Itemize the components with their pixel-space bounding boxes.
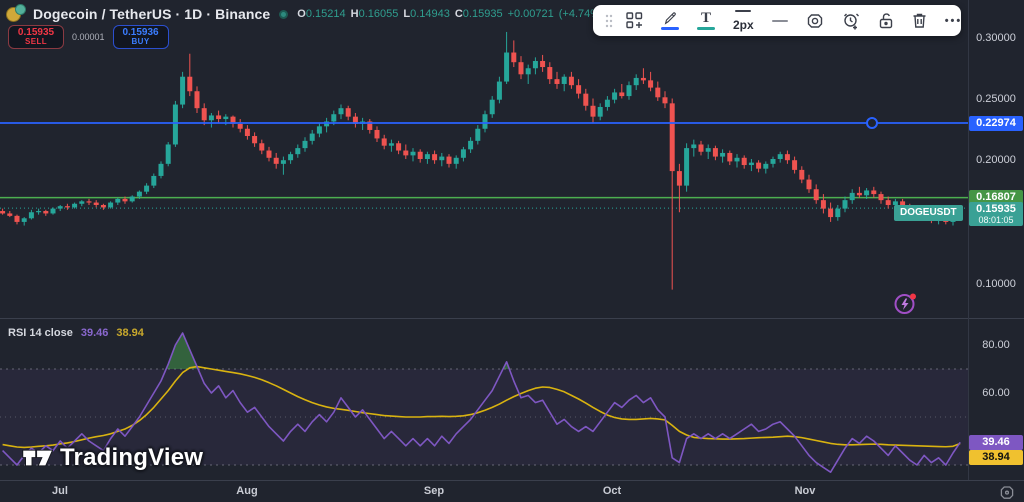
pane-divider[interactable] — [0, 318, 1024, 319]
line-handle[interactable] — [866, 117, 878, 130]
symbol-legend[interactable]: Dogecoin / TetherUS · 1D · Binance O0.15… — [6, 4, 604, 24]
dogecoin-icon — [6, 4, 26, 24]
line-style-selector[interactable] — [763, 8, 797, 34]
watermark-text: TradingView — [60, 444, 204, 471]
trade-panel: 0.15935 SELL 0.00001 0.15936 BUY — [8, 25, 169, 49]
trash-icon[interactable] — [903, 8, 936, 34]
close-value: 0.15935 — [462, 8, 503, 20]
open-label: O — [297, 8, 306, 20]
blue-line-price-label[interactable]: 0.22974 — [969, 115, 1023, 131]
price-axis[interactable]: 0.30000 0.25000 0.20000 0.10000 80.00 60.00 0.… — [968, 0, 1024, 480]
flash-boost-icon[interactable] — [893, 291, 918, 316]
rsi-tick-label: 60.00 — [982, 387, 1010, 399]
buy-button[interactable]: 0.15936 BUY — [112, 25, 169, 49]
line-width-icon — [735, 9, 752, 12]
bar-countdown: 08:01:05 — [978, 215, 1014, 226]
change-value: +0.00721 — [507, 8, 554, 20]
month-label: Jul — [52, 485, 68, 497]
rsi-legend[interactable]: RSI 14 close 39.46 38.94 — [8, 327, 144, 339]
price-tick-label: 0.20000 — [976, 154, 1016, 166]
pencil-color-icon[interactable] — [652, 8, 688, 34]
sell-label: SELL — [24, 37, 48, 47]
time-axis[interactable]: Jul Aug Sep Oct Nov — [0, 481, 1024, 502]
month-label: Aug — [236, 485, 258, 497]
timezone-settings-icon[interactable] — [999, 485, 1015, 502]
change-percent: (+4.74%) — [558, 8, 604, 20]
drawing-toolbar: T 2px ••• — [593, 5, 961, 36]
settings-icon[interactable] — [797, 8, 833, 34]
unlock-icon[interactable] — [869, 8, 903, 34]
spread-value: 0.00001 — [72, 32, 105, 42]
month-label: Nov — [794, 485, 816, 497]
toolbar-drag-handle[interactable] — [601, 8, 617, 34]
month-label: Sep — [423, 485, 445, 497]
open-value: 0.15214 — [305, 8, 346, 20]
add-alert-icon[interactable] — [833, 8, 869, 34]
ohlc-values: O0.15214 H0.16055 L0.14943 C0.15935 +0.0… — [297, 8, 603, 20]
high-label: H — [350, 8, 359, 20]
last-price-label[interactable]: 0.15935 08:01:05 — [969, 202, 1023, 227]
text-color-swatch — [697, 26, 715, 30]
price-tick-label: 0.30000 — [976, 32, 1016, 44]
symbol-price-tag[interactable]: DOGEUSDT — [894, 205, 963, 221]
time-axis-border — [0, 480, 1024, 481]
close-label: C — [454, 8, 463, 20]
more-options-icon[interactable]: ••• — [944, 14, 963, 27]
text-color-icon[interactable]: T — [688, 8, 724, 34]
buy-price: 0.15936 — [122, 26, 159, 38]
symbol-title[interactable]: Dogecoin / TetherUS · 1D · Binance — [33, 6, 271, 22]
sell-price: 0.15935 — [17, 26, 55, 38]
price-tick-label: 0.25000 — [976, 93, 1016, 105]
low-value: 0.14943 — [410, 8, 450, 20]
buy-label: BUY — [131, 37, 150, 47]
rsi-value: 39.46 — [80, 327, 109, 339]
pencil-color-swatch — [661, 26, 679, 30]
line-style-icon — [771, 19, 788, 22]
tradingview-logo-icon — [22, 449, 54, 467]
high-value: 0.16055 — [358, 8, 399, 20]
rsi-tick-label: 80.00 — [982, 339, 1010, 351]
line-width-selector[interactable]: 2px — [724, 8, 763, 34]
sell-button[interactable]: 0.15935 SELL — [8, 25, 64, 49]
rsi-ma-value-label: 38.94 — [969, 450, 1023, 466]
line-width-value: 2px — [733, 17, 754, 32]
rsi-title: RSI 14 close — [8, 327, 73, 339]
tradingview-watermark[interactable]: TradingView — [22, 444, 203, 472]
price-axis-border — [968, 0, 969, 480]
price-tick-label: 0.10000 — [976, 278, 1016, 290]
last-price-value: 0.15935 — [976, 203, 1016, 216]
low-label: L — [403, 8, 411, 20]
add-widget-icon[interactable] — [617, 8, 652, 34]
market-status-icon — [279, 9, 289, 19]
green-line-price-label[interactable]: 0.16807 — [969, 190, 1023, 206]
rsi-ma-value: 38.94 — [116, 327, 144, 339]
rsi-value-label: 39.46 — [969, 434, 1023, 450]
month-label: Oct — [602, 485, 622, 497]
